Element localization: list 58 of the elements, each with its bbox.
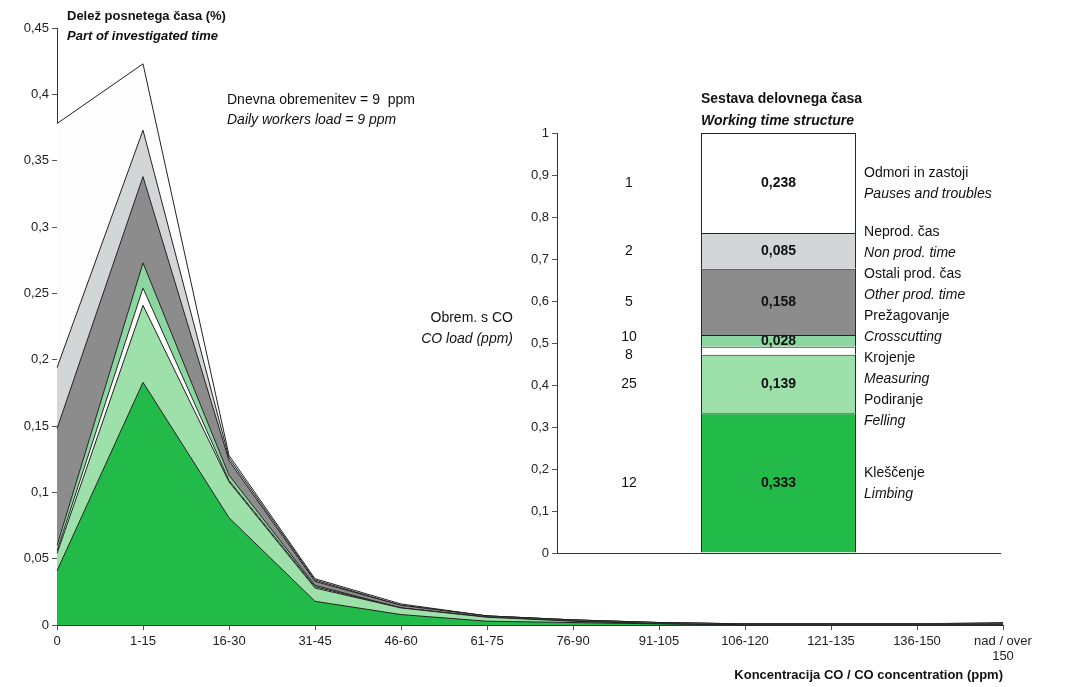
series-label: Odmori in zastoji Pauses and troubles <box>864 163 992 201</box>
data-label: 0,028 <box>760 331 797 348</box>
series-label: Kleščenje Limbing <box>864 463 925 501</box>
data-label: 0,333 <box>760 473 797 490</box>
y-tick-label: 0,25 <box>23 285 49 300</box>
y-tick-label: 0,5 <box>530 334 549 350</box>
annotation: 8 <box>625 345 634 362</box>
annotation: 5 <box>625 292 634 309</box>
series-label: Prežagovanje Crosscutting <box>864 306 950 344</box>
y-tick-label: 0,4 <box>30 85 49 101</box>
x-axis-title: Koncentracija CO / CO concentration (ppm) <box>734 666 1003 682</box>
annotation: 2 <box>625 241 634 258</box>
y-tick-label: 0,6 <box>530 292 549 308</box>
y-tick-label: 0,4 <box>530 376 549 392</box>
y-tick-label: 0,15 <box>23 417 49 433</box>
x-tick-label: 136-150 <box>893 632 941 648</box>
y-tick-label: 0,7 <box>530 250 549 266</box>
y-tick-label: 0,1 <box>530 502 549 518</box>
y-tick-label: 0,2 <box>530 460 549 476</box>
x-tick-label: 106-120 <box>721 632 769 648</box>
y-tick-label: 0,35 <box>23 152 49 168</box>
data-label: 0,158 <box>760 292 797 309</box>
y-tick-label: 0 <box>41 616 49 632</box>
annotation: 12 <box>621 473 637 490</box>
data-label: 0,085 <box>760 241 797 258</box>
x-tick-label: 0 <box>53 632 61 648</box>
data-label: 0,139 <box>760 374 797 391</box>
series-label: Krojenje Measuring <box>864 348 930 386</box>
x-tick-label: 1-15 <box>129 632 157 648</box>
x-tick-label: 16-30 <box>212 632 246 648</box>
y-tick-label: 0,1 <box>30 484 49 500</box>
annotation: 25 <box>621 374 637 391</box>
y-tick-label: 0,9 <box>530 166 549 182</box>
x-tick-label: nad / over 150 <box>974 632 1033 664</box>
x-tick-label: 31-45 <box>298 632 332 648</box>
x-tick-label: 46-60 <box>384 632 418 648</box>
series-label: Podiranje Felling <box>864 390 924 428</box>
x-tick-label: 61-75 <box>470 632 504 648</box>
y-tick-label: 0,45 <box>23 19 49 35</box>
chart-title: Sestava delovnega časa Working time structure <box>700 89 863 128</box>
annotation: Dnevna obremenitev = 9 ppm Daily workers load = 9 ppm <box>227 90 415 127</box>
y-axis-title: Delež posnetega časa (%) Part of investigated time <box>67 7 226 43</box>
y-tick-label: 1 <box>541 124 549 140</box>
data-label: 0,238 <box>760 173 797 190</box>
x-tick-label: 121-135 <box>807 632 855 648</box>
annotation: 10 <box>621 327 637 344</box>
series-label: Ostali prod. čas Other prod. time <box>864 264 966 302</box>
y-tick-label: 0,3 <box>530 418 549 434</box>
annotation: Obrem. s CO CO load (ppm) <box>421 308 514 346</box>
y-tick-label: 0,8 <box>530 208 549 224</box>
x-tick-label: 91-105 <box>638 632 680 648</box>
series-label: Neprod. čas Non prod. time <box>864 222 957 260</box>
y-tick-label: 0 <box>541 544 549 560</box>
annotation: 1 <box>625 173 634 190</box>
x-tick-label: 76-90 <box>556 632 590 648</box>
y-tick-label: 0,3 <box>30 218 49 234</box>
y-tick-label: 0,05 <box>23 550 49 566</box>
y-tick-label: 0,2 <box>30 351 49 367</box>
